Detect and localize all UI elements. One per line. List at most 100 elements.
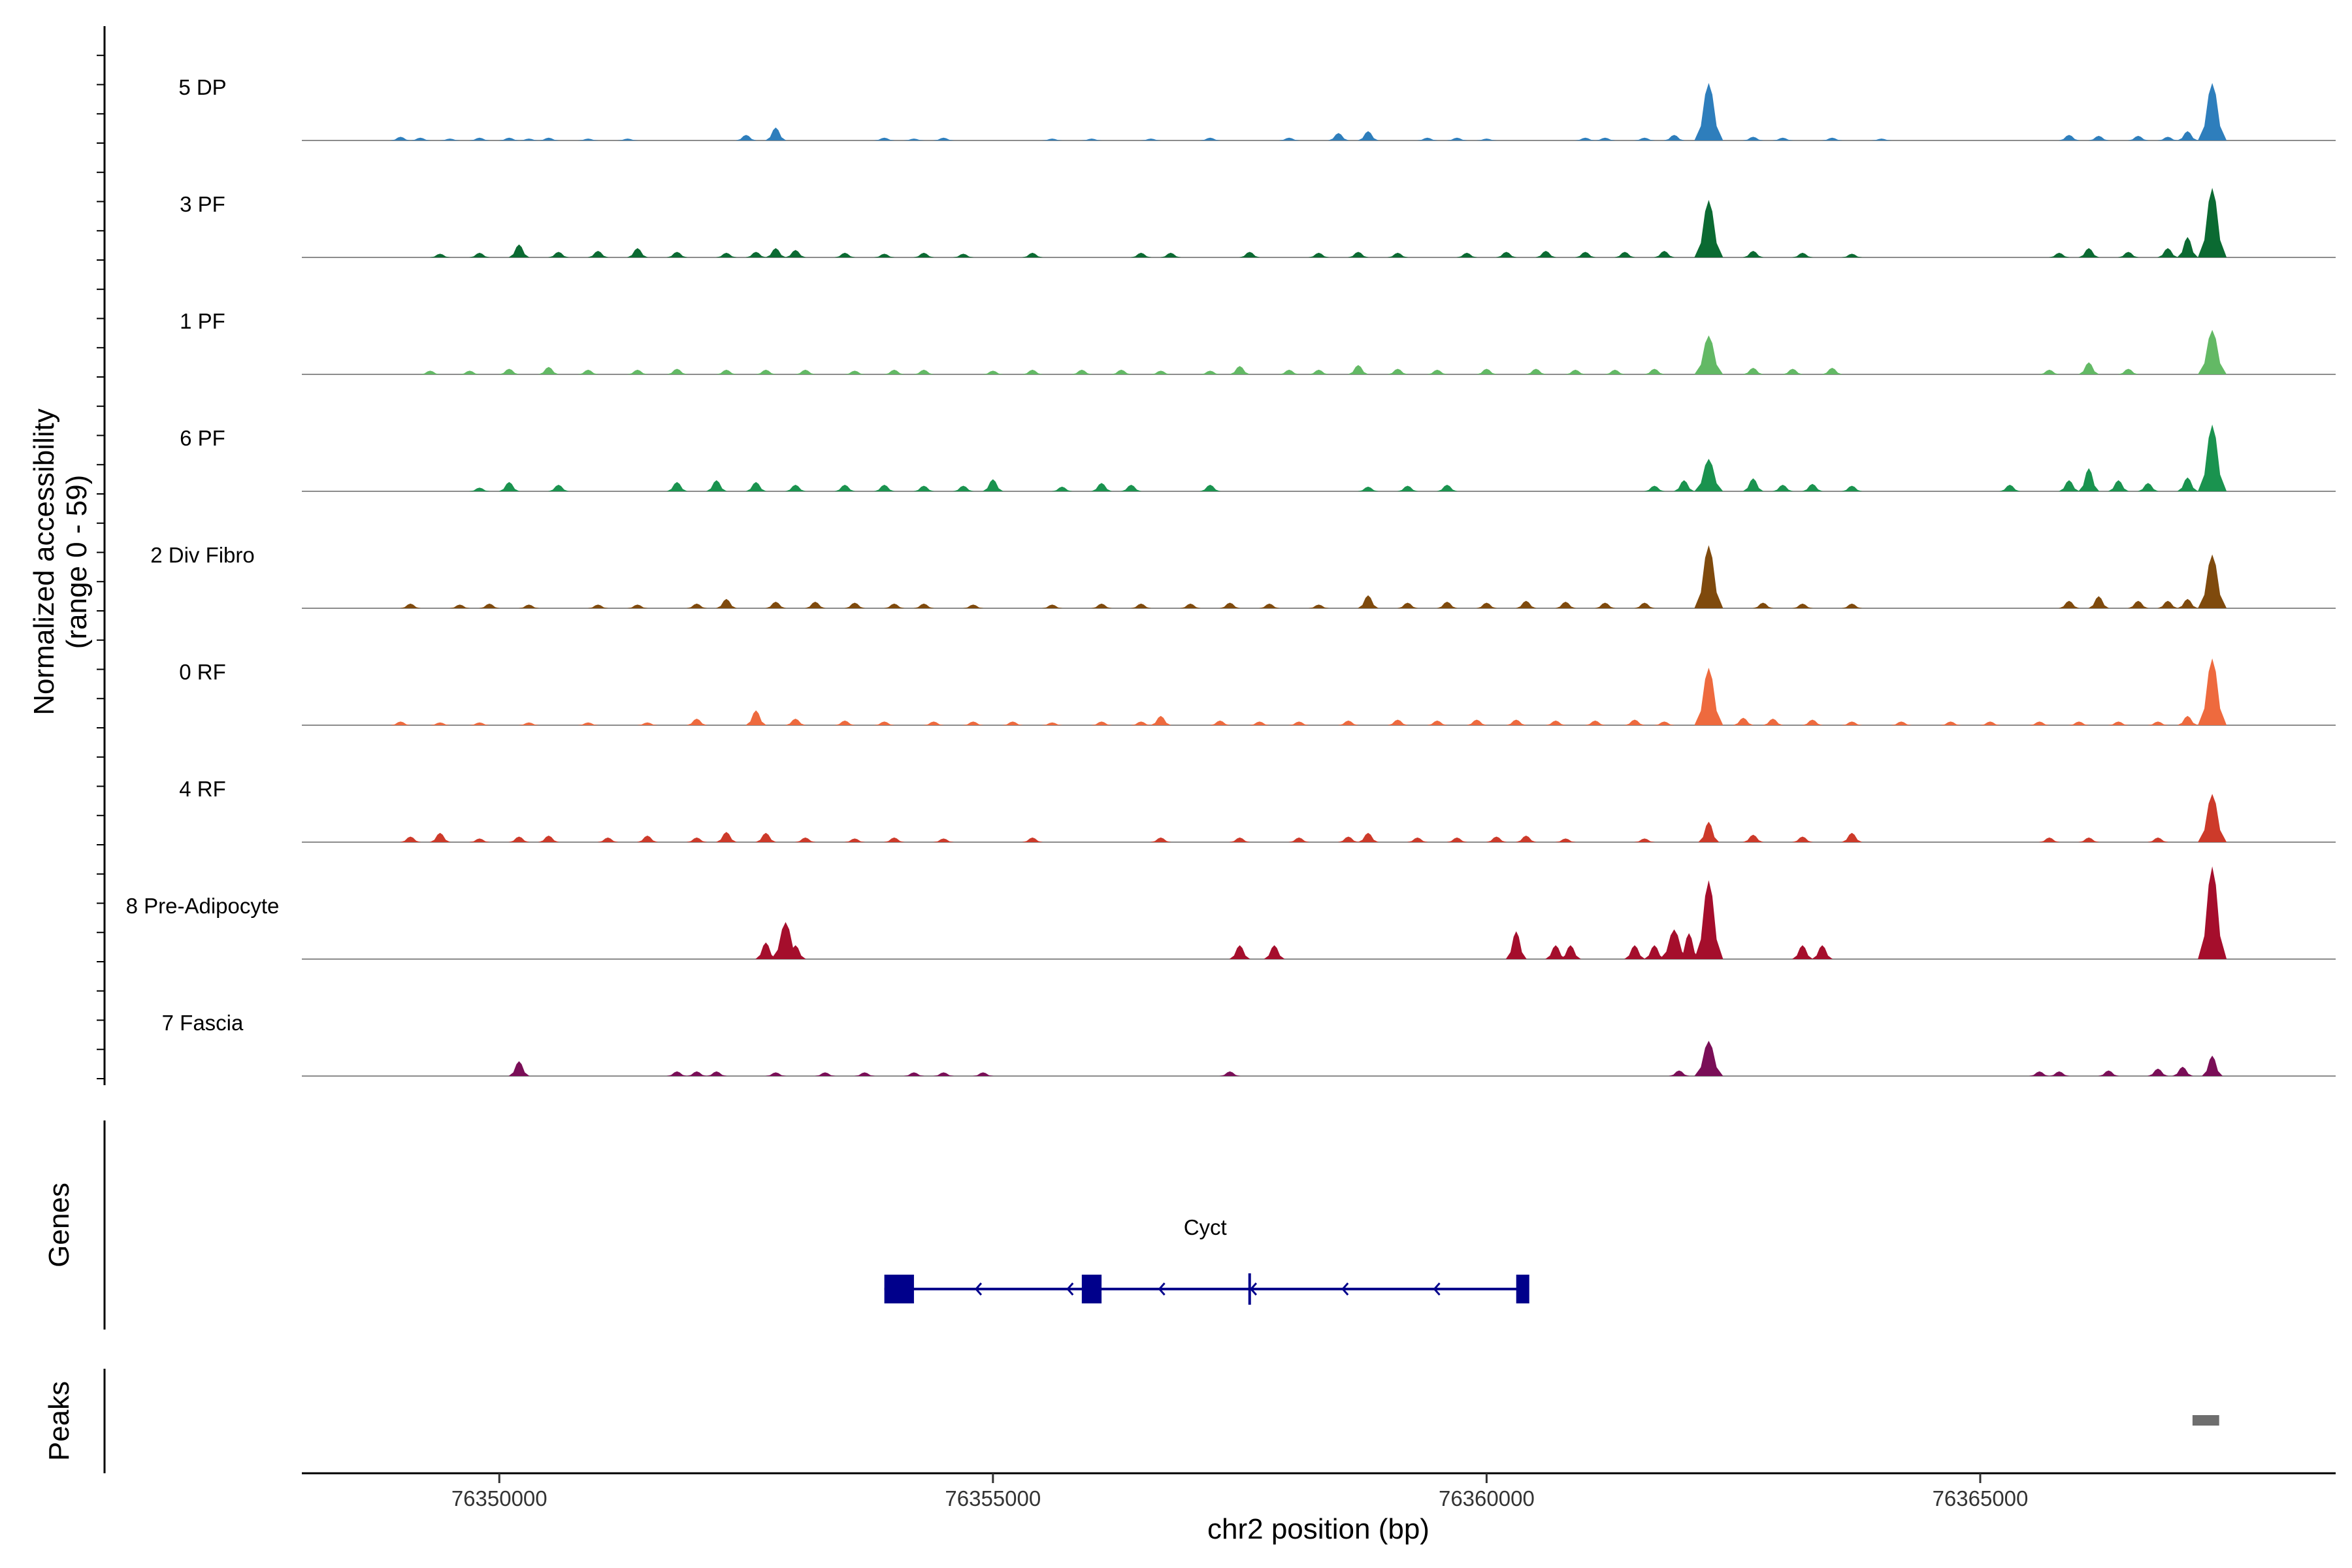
accessibility-peak [479, 603, 500, 608]
accessibility-peak [1436, 602, 1458, 608]
accessibility-peak [794, 837, 816, 842]
accessibility-peak [1180, 603, 1201, 608]
accessibility-peak [686, 719, 708, 725]
accessibility-peak [1654, 721, 1675, 725]
accessibility-peak [2088, 135, 2110, 140]
accessibility-peak [765, 127, 787, 140]
accessibility-peak [2198, 82, 2227, 140]
accessibility-peak [2198, 188, 2227, 257]
accessibility-peak [1308, 369, 1330, 374]
accessibility-peak [686, 1071, 708, 1076]
accessibility-peak [933, 137, 955, 140]
accessibility-peak [1130, 603, 1152, 608]
accessibility-peak [400, 603, 421, 608]
accessibility-peak [636, 836, 658, 842]
accessibility-peak [1791, 252, 1813, 257]
accessibility-peak [1733, 717, 1754, 725]
accessibility-peak [755, 369, 777, 374]
accessibility-peak [1782, 368, 1803, 374]
accessibility-peak [1891, 721, 1912, 725]
accessibility-peak [1337, 836, 1359, 842]
accessibility-peak [962, 721, 984, 725]
accessibility-peak [1111, 369, 1132, 374]
accessibility-peak [2157, 600, 2179, 608]
accessibility-peak [1525, 368, 1546, 374]
accessibility-peak [785, 485, 806, 491]
accessibility-peak [1200, 370, 1221, 374]
accessibility-peak [2068, 721, 2090, 725]
accessibility-peak [636, 722, 658, 725]
x-axis: 76350000 76355000 76360000 76365000 chr2 po… [302, 1472, 2336, 1545]
accessibility-peak [785, 719, 806, 725]
accessibility-peak [1150, 715, 1171, 725]
y-axis-range-label: (range 0 - 59) [61, 475, 93, 649]
accessibility-peak [913, 252, 935, 257]
accessibility-peak [1505, 719, 1527, 725]
accessibility-peak [1446, 837, 1468, 842]
accessibility-peak [2108, 480, 2129, 491]
accessibility-peak [2078, 837, 2100, 842]
accessibility-peak [982, 370, 1004, 374]
accessibility-peak [2127, 600, 2149, 608]
accessibility-peak [469, 137, 491, 140]
accessibility-peak [1870, 139, 1892, 140]
accessibility-peak [1279, 369, 1300, 374]
accessibility-peak [1456, 252, 1478, 257]
accessibility-peak [1821, 368, 1843, 374]
accessibility-peak [2108, 721, 2129, 725]
accessibility-peak [982, 479, 1004, 491]
accessibility-peak [1841, 253, 1863, 257]
accessibility-peak [686, 603, 708, 608]
track-9: 7 Fascia [162, 1011, 2336, 1077]
track-label: 3 PF [180, 192, 225, 216]
accessibility-peak [1426, 369, 1448, 374]
accessibility-peak [390, 721, 412, 725]
accessibility-peak [1140, 139, 1162, 140]
peak-range [2192, 1415, 2219, 1426]
accessibility-peak [2038, 837, 2060, 842]
accessibility-peak [765, 248, 787, 257]
accessibility-peak [538, 367, 559, 374]
accessibility-peak [1841, 832, 1863, 842]
accessibility-peak [1150, 837, 1171, 842]
accessibility-peak [1466, 719, 1488, 725]
accessibility-peak [1002, 721, 1024, 725]
accessibility-peak [1041, 139, 1063, 140]
accessibility-peak [1594, 137, 1616, 140]
accessibility-peak [2198, 554, 2227, 608]
accessibility-peak [1678, 933, 1700, 959]
accessibility-peak [1694, 1041, 1723, 1076]
accessibility-peak [1980, 721, 2001, 725]
accessibility-peak [745, 710, 767, 725]
accessibility-peak [804, 602, 826, 608]
strand-arrow [1341, 1282, 1349, 1296]
accessibility-peak [1288, 837, 1310, 842]
accessibility-peak [1515, 836, 1537, 842]
accessibility-peak [1051, 486, 1073, 491]
y-axis-label: Normalized accessibility [28, 408, 60, 715]
accessibility-peak [1209, 720, 1231, 725]
x-tick-label: 76350000 [451, 1486, 547, 1511]
accessibility-peak [1575, 137, 1596, 140]
accessibility-peak [1742, 834, 1764, 842]
accessibility-peak [1644, 485, 1665, 491]
accessibility-peak [1200, 485, 1221, 491]
accessibility-peak [686, 837, 708, 842]
accessibility-peak [1229, 366, 1250, 374]
accessibility-peak [765, 602, 787, 608]
accessibility-peak [1219, 602, 1241, 608]
accessibility-peak [1041, 604, 1063, 608]
accessibility-peak [666, 252, 688, 257]
accessibility-peak [1308, 604, 1330, 608]
accessibility-peak [1407, 837, 1428, 842]
accessibility-peak [814, 1072, 836, 1076]
gene-exon [1081, 1275, 1102, 1303]
accessibility-peak [755, 832, 777, 842]
accessibility-peak [547, 252, 569, 257]
track-label: 5 DP [178, 75, 226, 99]
accessibility-peak [1694, 545, 1723, 608]
accessibility-peak [883, 369, 905, 374]
genes-axis-label: Genes [43, 1183, 75, 1267]
accessibility-peak [1624, 719, 1646, 725]
accessibility-peak [2137, 483, 2159, 491]
